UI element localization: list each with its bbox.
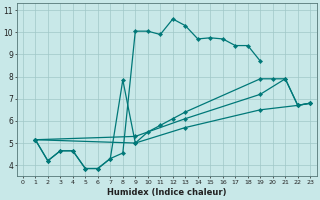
X-axis label: Humidex (Indice chaleur): Humidex (Indice chaleur) xyxy=(107,188,226,197)
